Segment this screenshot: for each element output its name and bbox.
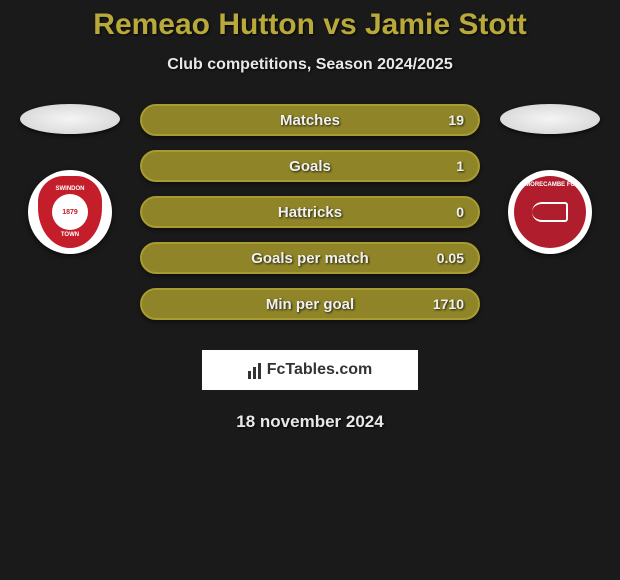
stat-value: 0.05: [437, 250, 464, 266]
stat-value: 19: [448, 112, 464, 128]
club-shield-left: SWINDON 1879 TOWN: [38, 176, 102, 248]
content-row: SWINDON 1879 TOWN Matches 19 Goals 1 Hat…: [0, 104, 620, 320]
stat-bar-matches: Matches 19: [140, 104, 480, 136]
club-badge-right: MORECAMBE FC: [508, 170, 592, 254]
date-text: 18 november 2024: [236, 412, 383, 432]
stat-label: Hattricks: [278, 204, 342, 221]
badge-left-center: 1879: [52, 194, 88, 230]
left-player-col: SWINDON 1879 TOWN: [20, 104, 120, 254]
badge-left-top-text: SWINDON: [56, 186, 85, 192]
stat-label: Min per goal: [266, 296, 354, 313]
right-player-col: MORECAMBE FC: [500, 104, 600, 254]
stat-label: Goals per match: [251, 250, 369, 267]
page-title: Remeao Hutton vs Jamie Stott: [93, 8, 526, 42]
player-right-ellipse: [500, 104, 600, 134]
player-left-ellipse: [20, 104, 120, 134]
main-container: Remeao Hutton vs Jamie Stott Club compet…: [0, 0, 620, 580]
badge-left-bottom-text: TOWN: [61, 232, 79, 238]
stat-bar-goals: Goals 1: [140, 150, 480, 182]
stat-bar-goals-per-match: Goals per match 0.05: [140, 242, 480, 274]
stat-value: 1710: [433, 296, 464, 312]
bar-chart-icon: [248, 361, 261, 379]
branding-box[interactable]: FcTables.com: [202, 350, 418, 390]
stat-label: Matches: [280, 112, 340, 129]
stats-column: Matches 19 Goals 1 Hattricks 0 Goals per…: [140, 104, 480, 320]
stat-value: 1: [456, 158, 464, 174]
stat-label: Goals: [289, 158, 331, 175]
club-inner-right: MORECAMBE FC: [514, 176, 586, 248]
stat-bar-min-per-goal: Min per goal 1710: [140, 288, 480, 320]
stat-bar-hattricks: Hattricks 0: [140, 196, 480, 228]
shrimp-icon: [532, 202, 568, 222]
stat-value: 0: [456, 204, 464, 220]
branding-text: FcTables.com: [267, 361, 373, 379]
club-badge-left: SWINDON 1879 TOWN: [28, 170, 112, 254]
page-subtitle: Club competitions, Season 2024/2025: [167, 56, 452, 74]
badge-right-text: MORECAMBE FC: [525, 182, 575, 188]
